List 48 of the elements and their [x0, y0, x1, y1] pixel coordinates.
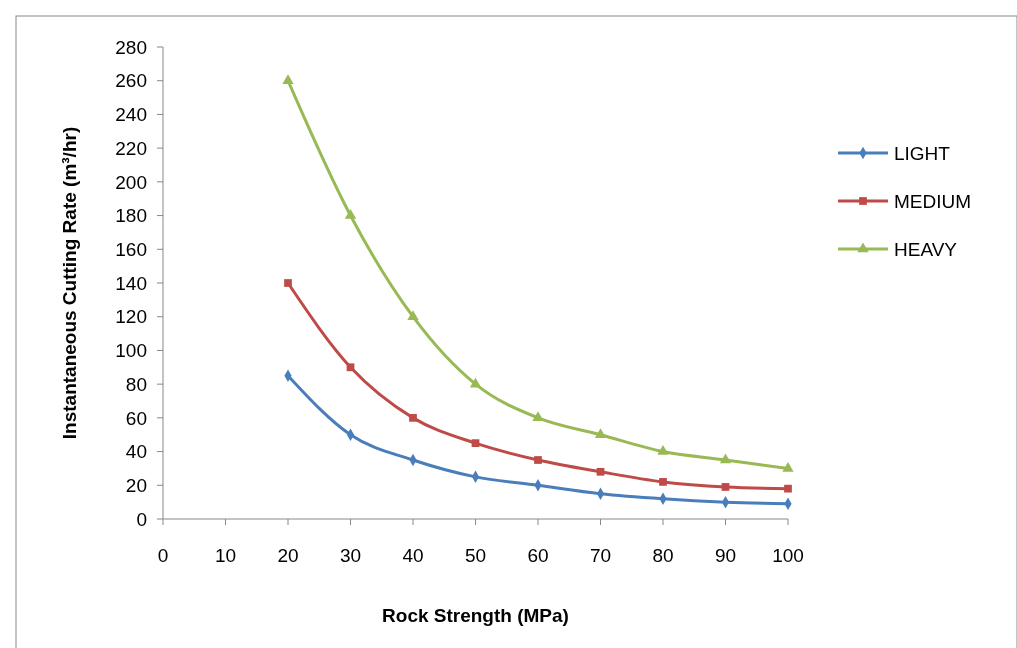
point	[344, 209, 357, 219]
x-tick-label: 90	[714, 545, 737, 566]
x-tick-label: 70	[589, 545, 612, 566]
x-tick-label: 60	[527, 545, 549, 566]
y-tick-label: 20	[125, 474, 147, 496]
legend-label: LIGHT	[894, 142, 951, 164]
point	[782, 461, 794, 472]
legend-label: HEAVY	[894, 238, 958, 260]
point	[346, 363, 355, 372]
y-axis-title: Instantaneous Cutting Rate (m³/hr)	[59, 126, 80, 440]
point	[282, 74, 294, 84]
y-tick-label: 60	[125, 407, 147, 429]
point	[471, 439, 480, 448]
y-tick-label: 100	[115, 340, 147, 362]
y-tick-label: 0	[136, 508, 147, 530]
point	[534, 456, 542, 464]
x-tick-label: 10	[214, 545, 237, 566]
y-tick-label: 220	[115, 137, 147, 159]
x-tick-label: 80	[652, 545, 674, 566]
y-tick-label: 140	[115, 272, 147, 294]
y-tick-label: 280	[115, 36, 147, 58]
x-tick-label: 40	[402, 545, 424, 566]
point	[657, 445, 669, 455]
y-tick-label: 120	[115, 306, 147, 328]
point	[469, 377, 482, 388]
x-tick-label: 50	[464, 545, 487, 566]
point	[719, 453, 732, 464]
x-tick-label: 20	[277, 545, 299, 566]
point	[409, 413, 417, 422]
x-tick-label: 100	[772, 545, 804, 566]
y-tick-label: 240	[115, 104, 147, 126]
point	[784, 484, 792, 493]
point	[721, 483, 730, 491]
x-axis-title: Rock Strength (MPa)	[382, 605, 569, 626]
point	[407, 310, 419, 320]
y-tick-label: 40	[125, 441, 147, 463]
y-tick-label: 200	[115, 171, 147, 193]
point	[284, 279, 292, 287]
x-tick-label: 30	[339, 545, 362, 566]
y-tick-label: 160	[115, 238, 147, 260]
y-tick-label: 260	[115, 70, 147, 92]
y-tick-label: 80	[125, 373, 147, 395]
legend-label: MEDIUM	[894, 190, 972, 212]
point	[596, 467, 605, 476]
point	[659, 478, 667, 486]
x-tick-label: 0	[157, 545, 169, 566]
point	[594, 428, 607, 438]
y-tick-label: 180	[115, 205, 147, 227]
